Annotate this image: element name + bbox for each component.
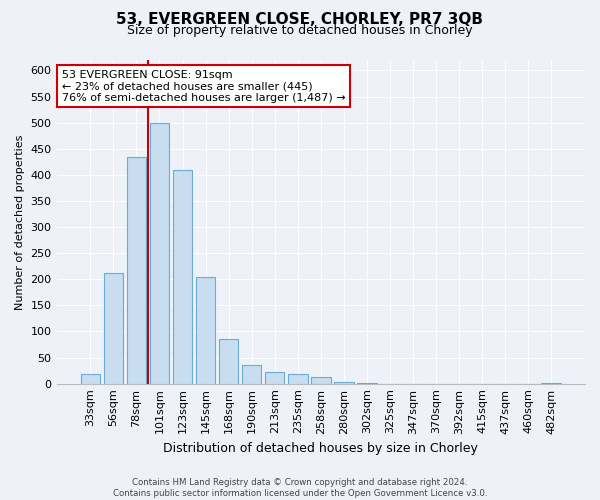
Bar [288, 374, 308, 384]
Text: 53 EVERGREEN CLOSE: 91sqm
← 23% of detached houses are smaller (445)
76% of semi: 53 EVERGREEN CLOSE: 91sqm ← 23% of detac… [62, 70, 346, 103]
Bar [357, 383, 377, 384]
Text: 53, EVERGREEN CLOSE, CHORLEY, PR7 3QB: 53, EVERGREEN CLOSE, CHORLEY, PR7 3QB [116, 12, 484, 28]
Bar [173, 170, 193, 384]
Bar [104, 273, 123, 384]
Bar [80, 374, 100, 384]
X-axis label: Distribution of detached houses by size in Chorley: Distribution of detached houses by size … [163, 442, 478, 455]
Bar [311, 377, 331, 384]
Bar [196, 276, 215, 384]
Bar [127, 156, 146, 384]
Bar [149, 122, 169, 384]
Text: Contains HM Land Registry data © Crown copyright and database right 2024.
Contai: Contains HM Land Registry data © Crown c… [113, 478, 487, 498]
Bar [541, 382, 561, 384]
Bar [334, 382, 353, 384]
Text: Size of property relative to detached houses in Chorley: Size of property relative to detached ho… [127, 24, 473, 37]
Y-axis label: Number of detached properties: Number of detached properties [15, 134, 25, 310]
Bar [242, 366, 262, 384]
Bar [265, 372, 284, 384]
Bar [219, 340, 238, 384]
